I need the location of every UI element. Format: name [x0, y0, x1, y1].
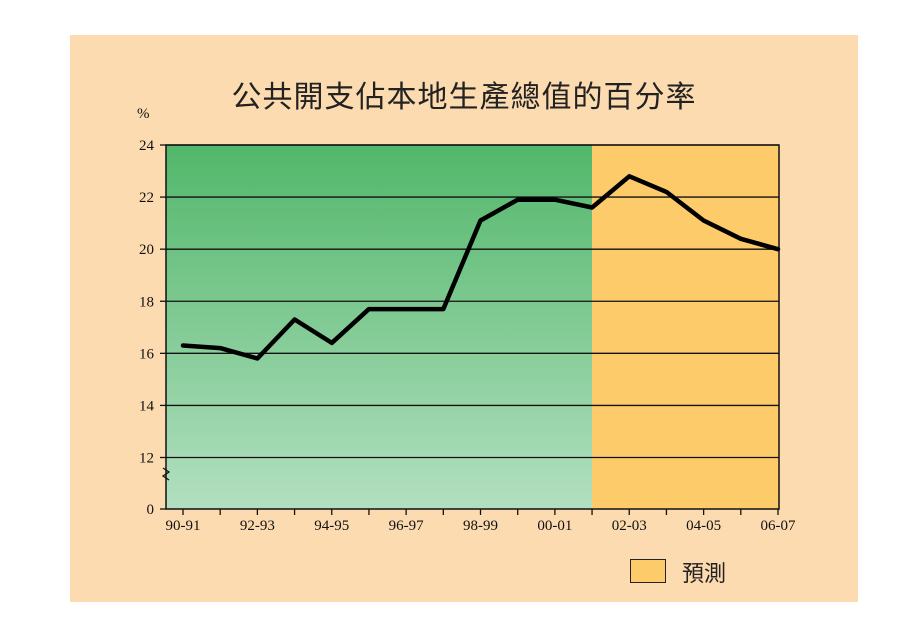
data-point-02-03 — [628, 175, 630, 177]
data-point-04-05 — [703, 220, 705, 222]
y-tick-label-24: 24 — [139, 138, 155, 154]
data-point-94-95 — [331, 342, 333, 344]
forecast-period-background — [592, 145, 779, 509]
data-point-93-94 — [294, 318, 296, 320]
x-tick-label-90-91: 90-91 — [166, 518, 201, 534]
data-point-90-91 — [182, 345, 184, 347]
y-tick-label-12: 12 — [139, 451, 154, 467]
data-point-00-01 — [554, 199, 556, 201]
x-tick-label-98-99: 98-99 — [463, 518, 498, 534]
actual-period-background — [166, 145, 593, 509]
legend-forecast-swatch — [630, 559, 666, 583]
y-tick-label-20: 20 — [139, 242, 154, 258]
data-point-97-98 — [442, 308, 444, 310]
y-tick-label-14: 14 — [139, 398, 155, 414]
data-point-99-00 — [517, 199, 519, 201]
x-tick-label-02-03: 02-03 — [612, 518, 647, 534]
x-tick-label-94-95: 94-95 — [314, 518, 349, 534]
y-axis-unit: % — [137, 106, 150, 122]
y-tick-label-0: 0 — [147, 502, 155, 518]
data-point-01-02 — [591, 207, 593, 208]
data-point-06-07 — [777, 248, 779, 250]
x-tick-label-04-05: 04-05 — [686, 518, 721, 534]
plot-frame — [165, 144, 780, 510]
x-tick-label-06-07: 06-07 — [761, 518, 796, 534]
data-point-91-92 — [219, 347, 221, 349]
data-point-98-99 — [480, 220, 481, 222]
data-point-96-97 — [405, 308, 407, 310]
chart-title: 公共開支佔本地生產總值的百分率 — [231, 80, 697, 115]
data-point-92-93 — [256, 358, 258, 360]
data-point-05-06 — [740, 238, 742, 240]
y-tick-label-18: 18 — [139, 294, 154, 310]
legend-forecast-label: 預測 — [682, 562, 727, 587]
x-tick-label-96-97: 96-97 — [389, 518, 424, 534]
axis-break — [161, 467, 171, 481]
x-tick-label-00-01: 00-01 — [537, 518, 572, 534]
data-point-03-04 — [665, 191, 667, 193]
y-tick-label-22: 22 — [139, 190, 154, 206]
y-tick-label-16: 16 — [139, 346, 155, 362]
x-tick-label-92-93: 92-93 — [240, 518, 275, 534]
data-point-95-96 — [368, 308, 370, 310]
